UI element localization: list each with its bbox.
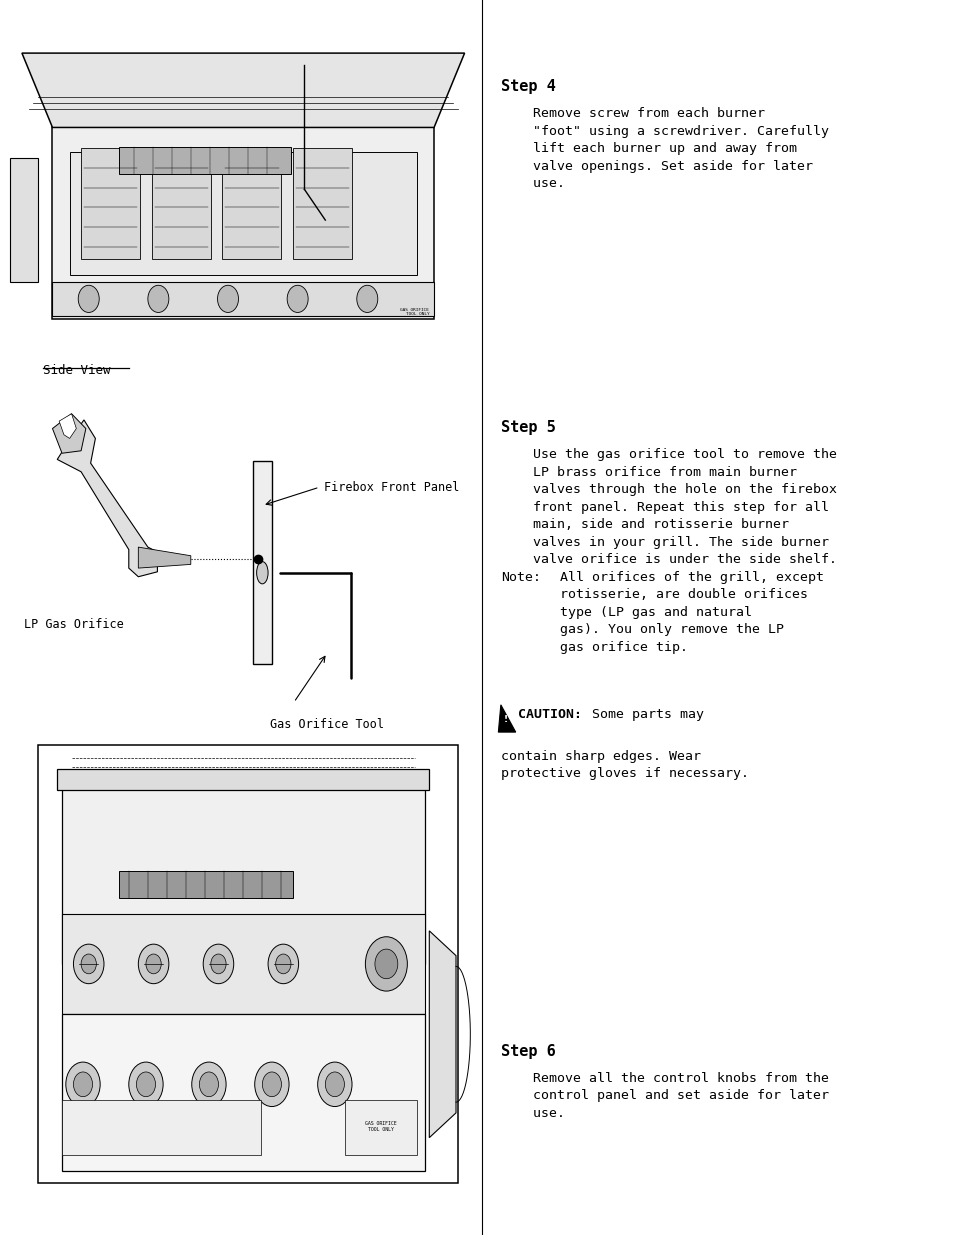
Text: Step 6: Step 6 [500,1044,555,1058]
Circle shape [129,1062,163,1107]
Circle shape [66,1062,100,1107]
Circle shape [199,1072,218,1097]
Circle shape [375,948,397,978]
Bar [52,127,434,319]
Circle shape [73,945,104,983]
Bar [119,871,293,898]
Circle shape [254,1062,289,1107]
Circle shape [262,1072,281,1097]
Polygon shape [497,705,516,732]
Bar [222,148,281,259]
Circle shape [365,936,407,990]
Bar [57,769,429,790]
Polygon shape [57,420,157,577]
Circle shape [138,945,169,983]
Text: Note:: Note: [500,571,540,584]
Text: LP Gas Orifice: LP Gas Orifice [24,618,124,631]
Circle shape [268,945,298,983]
Text: GAS ORIFICE
TOOL ONLY: GAS ORIFICE TOOL ONLY [400,308,429,316]
Bar [70,152,416,275]
Bar [38,745,457,1183]
Text: Remove screw from each burner
    "foot" using a screwdriver. Carefully
    lift: Remove screw from each burner "foot" usi… [500,107,828,190]
Text: Gas Orifice Tool: Gas Orifice Tool [270,719,383,731]
Bar [119,147,291,174]
Circle shape [146,953,161,973]
Bar [62,1014,424,1171]
Circle shape [217,285,238,312]
Text: GAS ORIFICE
TOOL ONLY: GAS ORIFICE TOOL ONLY [365,1121,396,1132]
Circle shape [73,1072,92,1097]
Text: Some parts may: Some parts may [583,708,703,721]
Circle shape [81,953,96,973]
Circle shape [203,945,233,983]
Bar [81,148,140,259]
Bar [62,1100,261,1155]
Circle shape [317,1062,352,1107]
Bar [253,461,272,664]
Text: All orifices of the grill, except
rotisserie, are double orifices
type (LP gas a: All orifices of the grill, except rotiss… [559,571,823,653]
Circle shape [136,1072,155,1097]
Bar [152,148,211,259]
Circle shape [78,285,99,312]
Bar [52,282,434,316]
Polygon shape [59,414,76,438]
Circle shape [192,1062,226,1107]
Circle shape [275,953,291,973]
Text: CAUTION:: CAUTION: [517,708,581,721]
Text: Remove all the control knobs from the
    control panel and set aside for later
: Remove all the control knobs from the co… [500,1072,828,1120]
Bar [10,158,38,282]
Text: Use the gas orifice tool to remove the
    LP brass orifice from main burner
   : Use the gas orifice tool to remove the L… [500,448,836,567]
Circle shape [148,285,169,312]
Text: Step 4: Step 4 [500,79,555,94]
Ellipse shape [256,562,268,584]
Polygon shape [138,547,191,568]
Circle shape [287,285,308,312]
Text: !: ! [503,715,507,724]
Text: contain sharp edges. Wear
protective gloves if necessary.: contain sharp edges. Wear protective glo… [500,750,748,781]
Text: Step 5: Step 5 [500,420,555,435]
Circle shape [325,1072,344,1097]
Circle shape [211,953,226,973]
Text: Firebox Front Panel: Firebox Front Panel [324,480,459,494]
Polygon shape [22,53,464,127]
Text: Side View: Side View [43,364,111,378]
Circle shape [356,285,377,312]
Polygon shape [429,931,456,1137]
Bar [293,148,352,259]
Polygon shape [52,414,86,453]
Bar [62,914,424,1014]
Bar [62,773,424,963]
Bar [344,1100,416,1155]
